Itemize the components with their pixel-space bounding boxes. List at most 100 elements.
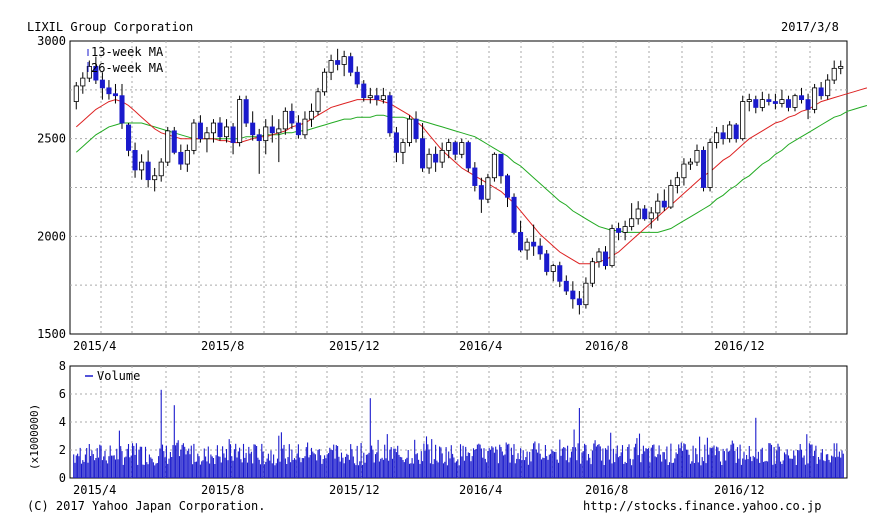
volume-bars [73, 389, 844, 478]
candle-body [785, 99, 791, 108]
candle-body [145, 161, 151, 181]
candle-body [472, 167, 478, 186]
candle-body [524, 241, 530, 251]
candle-body [485, 177, 491, 200]
candle-body [158, 161, 164, 177]
candle-body [348, 56, 354, 73]
candle-body [282, 110, 288, 130]
candle-body [315, 91, 321, 112]
candle-body [642, 208, 648, 220]
candle-body [165, 130, 171, 163]
candle-body [354, 71, 360, 85]
candle-body [511, 196, 517, 233]
price-ytick-label: 1500 [37, 327, 66, 341]
volume-xtick-label: 2016/4 [459, 483, 502, 497]
candle-body [753, 99, 759, 108]
candle-body [504, 175, 511, 198]
candle-body [289, 110, 295, 124]
candle-body [322, 71, 328, 93]
candle-body [459, 142, 465, 155]
candle-body [668, 185, 674, 208]
candle-body [269, 126, 275, 134]
candle-body [720, 132, 726, 140]
candle-body [550, 265, 556, 272]
volume-ytick-label: 0 [59, 471, 66, 485]
candle-body [361, 83, 367, 99]
candle-body [178, 151, 184, 165]
candle-body [93, 65, 99, 81]
candle-body [576, 298, 582, 306]
candle-body [380, 95, 386, 101]
price-ytick-label: 2500 [37, 132, 66, 146]
legend-volume: Volume [97, 369, 140, 383]
volume-xtick-label: 2015/8 [201, 483, 244, 497]
candle-body [119, 95, 125, 124]
legend: 13-week MA 26-week MA Volume [85, 45, 164, 383]
candle-body [727, 124, 733, 140]
candle-body [478, 185, 484, 200]
candle-body [426, 153, 432, 169]
candle-body [674, 177, 680, 186]
axes: 1500 2000 2500 3000 0 2 4 6 8 2015/4 2015/4 2015/8 2… [37, 34, 764, 497]
candle-body [589, 261, 595, 284]
candle-body [276, 128, 282, 134]
candle-body [792, 95, 798, 108]
candle-body [197, 122, 203, 140]
candle-body [393, 132, 399, 153]
candle-body [661, 200, 667, 208]
candle-body [341, 56, 347, 65]
candle-body [400, 142, 406, 153]
volume-ytick-label: 8 [59, 359, 66, 373]
volume-axis-label: (x1000000) [28, 404, 41, 470]
candle-body [126, 124, 132, 151]
candle-body [237, 99, 243, 143]
candle-body [498, 153, 504, 177]
volume-ytick-label: 6 [59, 387, 66, 401]
candles [73, 48, 844, 315]
candle-body [681, 163, 687, 179]
price-xtick-label: 2015/4 [73, 339, 116, 353]
candle-body [714, 132, 720, 143]
volume-xtick-label: 2015/4 [73, 483, 116, 497]
candle-body [831, 67, 837, 81]
candle-body [263, 126, 269, 142]
candle-body [420, 138, 426, 169]
candle-body [583, 282, 589, 306]
candle-body [602, 251, 609, 267]
candle-body [812, 87, 818, 110]
footer-url[interactable]: http://stocks.finance.yahoo.co.jp [583, 499, 822, 513]
candle-body [537, 245, 543, 255]
candle-body [531, 241, 537, 247]
candle-body [171, 130, 177, 153]
candle-body [413, 118, 419, 140]
candle-body [217, 122, 223, 138]
candle-body [191, 122, 197, 151]
candle-body [779, 99, 785, 104]
candle-body [224, 126, 230, 138]
candle-body [563, 280, 569, 292]
candle-body [740, 101, 746, 140]
candle-body [152, 175, 158, 181]
candle-body [132, 149, 138, 171]
volume-xtick-label: 2015/12 [329, 483, 380, 497]
candle-body [616, 228, 622, 233]
price-xtick-label: 2015/8 [201, 339, 244, 353]
candle-body [518, 232, 524, 251]
candle-body [250, 122, 256, 136]
candle-body [86, 65, 92, 79]
candle-body [609, 228, 615, 267]
candle-body [746, 99, 752, 102]
candle-body [230, 126, 236, 143]
candle-body [805, 99, 811, 110]
candle-body [256, 134, 262, 142]
candle-body [772, 101, 778, 104]
candle-body [99, 79, 105, 89]
candle-body [687, 161, 693, 165]
candle-body [433, 153, 439, 163]
grid [70, 41, 847, 478]
volume-ytick-label: 2 [59, 443, 66, 457]
legend-ma26: 26-week MA [91, 61, 164, 75]
candle-body [733, 124, 739, 140]
candle-body [367, 95, 373, 99]
